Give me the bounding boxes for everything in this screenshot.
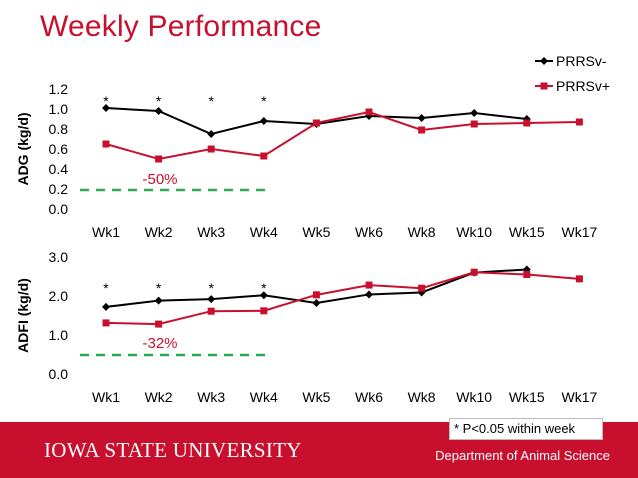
significance-star: * <box>156 93 162 109</box>
data-point-prrsv-neg <box>154 296 163 305</box>
x-tick-label: Wk8 <box>408 224 436 240</box>
series-line-prrsv-pos <box>105 110 580 161</box>
legend-label: PRRSv+ <box>556 78 610 94</box>
data-point-prrsv-neg <box>207 295 216 304</box>
data-point-prrsv-neg <box>417 114 426 122</box>
x-tick-label: Wk6 <box>355 389 383 405</box>
data-point-prrsv-pos <box>207 307 215 315</box>
x-tick-label: Wk1 <box>92 389 120 405</box>
y-tick-label: 1.0 <box>49 327 69 343</box>
data-point-prrsv-pos <box>365 281 373 289</box>
reduction-annotation: -32% <box>142 335 177 352</box>
data-point-prrsv-pos <box>260 307 268 315</box>
data-point-prrsv-pos <box>365 108 373 116</box>
x-tick-label: Wk5 <box>302 224 330 240</box>
slide-title: Weekly Performance <box>40 10 322 43</box>
y-tick-label: 3.0 <box>49 249 69 265</box>
x-tick-label: Wk5 <box>302 389 330 405</box>
x-tick-label: Wk10 <box>456 224 492 240</box>
y-tick-label: 0.8 <box>49 121 69 137</box>
data-point-prrsv-pos <box>575 118 583 126</box>
data-point-prrsv-pos <box>155 320 163 328</box>
y-tick-label: 0.0 <box>49 366 69 382</box>
x-tick-label: Wk6 <box>355 224 383 240</box>
y-tick-label: 2.0 <box>49 288 69 304</box>
reduction-annotation: -50% <box>142 171 177 188</box>
y-tick-label: 0.2 <box>49 181 69 197</box>
data-point-prrsv-pos <box>523 119 531 127</box>
x-tick-label: Wk3 <box>197 224 225 240</box>
data-point-prrsv-pos <box>418 284 426 292</box>
data-point-prrsv-neg <box>102 302 110 311</box>
significance-star: * <box>261 93 267 109</box>
legend-marker <box>540 57 548 65</box>
y-axis-label: ADFI (kg/d) <box>15 278 31 353</box>
x-tick-label: Wk8 <box>408 389 436 405</box>
x-tick-label: Wk2 <box>145 389 173 405</box>
data-point-prrsv-neg <box>259 291 268 300</box>
data-point-prrsv-pos <box>207 145 215 153</box>
data-point-prrsv-pos <box>418 126 426 134</box>
data-point-prrsv-pos <box>102 140 110 148</box>
significance-star: * <box>103 280 109 296</box>
significance-star: * <box>156 280 162 296</box>
data-point-prrsv-neg <box>365 290 373 299</box>
data-point-prrsv-neg <box>154 107 163 115</box>
data-point-prrsv-pos <box>312 291 320 299</box>
data-point-prrsv-pos <box>575 275 583 283</box>
data-point-prrsv-neg <box>312 299 321 308</box>
legend-marker <box>540 82 548 90</box>
data-point-prrsv-pos <box>312 119 320 127</box>
x-tick-label: Wk1 <box>92 224 120 240</box>
x-tick-label: Wk15 <box>509 224 545 240</box>
data-point-prrsv-pos <box>523 271 531 279</box>
y-tick-label: 1.0 <box>49 101 69 117</box>
significance-star: * <box>208 93 214 109</box>
y-tick-label: 0.0 <box>49 201 69 217</box>
x-tick-label: Wk4 <box>250 224 278 240</box>
data-point-prrsv-pos <box>470 268 478 276</box>
y-axis-label: ADG (kg/d) <box>15 112 31 185</box>
y-tick-label: 1.2 <box>49 81 69 97</box>
x-tick-label: Wk17 <box>562 224 598 240</box>
x-tick-label: Wk15 <box>509 389 545 405</box>
x-tick-label: Wk4 <box>250 389 278 405</box>
data-point-prrsv-pos <box>260 152 268 160</box>
x-tick-label: Wk10 <box>456 389 492 405</box>
data-point-prrsv-pos <box>155 155 163 163</box>
department-label: Department of Animal Science <box>435 448 610 463</box>
x-tick-label: Wk3 <box>197 389 225 405</box>
y-tick-label: 0.4 <box>49 161 69 177</box>
data-point-prrsv-neg <box>102 104 110 112</box>
data-point-prrsv-pos <box>470 120 478 128</box>
university-logo-text: IOWA STATE UNIVERSITY <box>44 438 302 462</box>
significance-star: * <box>261 280 267 296</box>
x-tick-label: Wk2 <box>145 224 173 240</box>
significance-star: * <box>103 93 109 109</box>
significance-star: * <box>208 280 214 296</box>
data-point-prrsv-neg <box>470 109 479 117</box>
significance-note: * P<0.05 within week <box>449 418 603 440</box>
data-point-prrsv-pos <box>102 319 110 327</box>
data-point-prrsv-neg <box>259 117 268 125</box>
y-tick-label: 0.6 <box>49 141 69 157</box>
data-point-prrsv-neg <box>207 130 216 138</box>
series-line-prrsv-pos <box>105 271 580 326</box>
legend-label: PRRSv- <box>556 53 607 69</box>
x-tick-label: Wk17 <box>562 389 598 405</box>
